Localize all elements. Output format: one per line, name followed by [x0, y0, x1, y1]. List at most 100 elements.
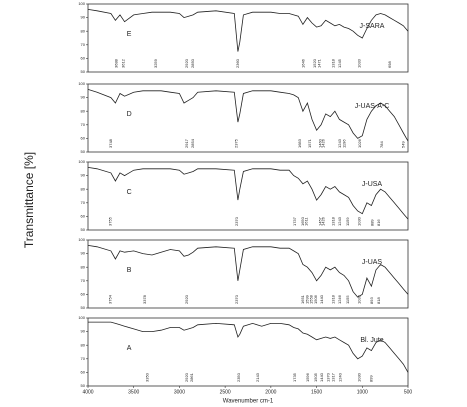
- peak-label: 1159: [345, 217, 350, 226]
- panel-frame: [87, 3, 409, 73]
- peak-label: 698: [387, 61, 392, 68]
- panel-letter: E: [127, 31, 132, 38]
- peak-label: 1457: [318, 216, 323, 226]
- peak-label: 2360: [235, 58, 240, 68]
- peak-label: 1245: [337, 58, 342, 68]
- panel-frame: [87, 317, 409, 387]
- x-tick-label: 3000: [174, 389, 185, 395]
- peak-label: 1471: [316, 58, 321, 68]
- x-tick-label: 500: [404, 389, 413, 395]
- peak-label: 1599: [305, 294, 310, 304]
- spectrum-line: [87, 9, 409, 52]
- y-tick-label: 70: [81, 42, 86, 47]
- peak-label: 2854: [190, 138, 195, 148]
- peak-label: 1646: [300, 58, 305, 68]
- peak-label: 2143: [255, 372, 260, 382]
- peak-label: 1318: [330, 294, 335, 304]
- panel-letter: B: [127, 267, 132, 274]
- peak-label: 1735: [292, 372, 297, 382]
- peak-label: 1506: [313, 294, 318, 304]
- y-tick-label: 100: [78, 315, 85, 320]
- peak-label: 1558: [308, 294, 313, 304]
- x-tick-label: 1000: [357, 389, 368, 395]
- peak-label: 3350: [144, 372, 149, 382]
- peak-label: 3378: [142, 294, 147, 304]
- peak-label: 1683: [297, 138, 302, 148]
- peak-label: 3755: [107, 216, 112, 226]
- peak-label: 2917: [184, 138, 189, 148]
- spectrum-line: [87, 89, 409, 142]
- spectrum-line: [87, 167, 409, 220]
- spectrum-line: [87, 245, 409, 298]
- y-tick-label: 90: [81, 251, 86, 256]
- peak-label: 1370: [326, 372, 331, 382]
- y-tick-label: 50: [81, 383, 86, 388]
- y-tick-label: 100: [78, 237, 85, 242]
- y-tick-label: 60: [81, 369, 86, 374]
- peak-label: 1030: [357, 216, 362, 226]
- panel-frame: [87, 239, 409, 309]
- y-tick-label: 100: [78, 159, 85, 164]
- panel-name: J-UAS-A-C: [355, 103, 390, 110]
- y-tick-label: 90: [81, 95, 86, 100]
- peak-label: 893: [369, 297, 374, 304]
- panel-name: Bl. Jute: [360, 337, 383, 344]
- peak-label: 1440: [319, 294, 324, 304]
- y-tick-label: 80: [81, 28, 86, 33]
- peak-label: 1243: [337, 138, 342, 148]
- peak-label: 1033: [356, 58, 361, 68]
- peak-label: 1651: [300, 294, 305, 304]
- y-tick-label: 90: [81, 173, 86, 178]
- peak-label: 1440: [319, 372, 324, 382]
- panel-letter: C: [127, 189, 132, 196]
- peak-label: 3748: [108, 138, 113, 148]
- peak-label: 816: [376, 219, 381, 226]
- y-tick-label: 90: [81, 329, 86, 334]
- panel-name: J-SARA: [360, 23, 385, 30]
- y-tick-label: 50: [81, 149, 86, 154]
- peak-label: 1520: [312, 58, 317, 68]
- peak-label: 899: [369, 375, 374, 382]
- peak-label: 1033: [356, 294, 361, 304]
- panel-letter: A: [127, 345, 132, 352]
- peak-label: 3688: [114, 58, 119, 68]
- y-tick-label: 70: [81, 356, 86, 361]
- y-tick-label: 60: [81, 55, 86, 60]
- peak-label: 1571: [307, 138, 312, 148]
- peak-label: 1243: [337, 216, 342, 226]
- y-tick-label: 100: [78, 1, 85, 6]
- y-axis-label: Transmittance [%]: [22, 152, 36, 248]
- x-tick-label: 1500: [311, 389, 322, 395]
- peak-label: 2350: [236, 372, 241, 382]
- spectrum-line: [88, 321, 409, 373]
- y-tick-label: 70: [81, 278, 86, 283]
- peak-label: 1426: [320, 138, 325, 148]
- peak-label: 1318: [330, 58, 335, 68]
- panel-name: J-USA: [362, 181, 383, 188]
- peak-label: 1596: [305, 372, 310, 382]
- y-tick-label: 60: [81, 135, 86, 140]
- peak-label: 1737: [292, 216, 297, 226]
- peak-label: 2375: [234, 138, 239, 148]
- y-tick-label: 80: [81, 342, 86, 347]
- peak-label: 818: [376, 297, 381, 304]
- y-tick-label: 50: [81, 69, 86, 74]
- panel-frame: [87, 83, 409, 153]
- peak-label: 2920: [184, 294, 189, 304]
- peak-label: 2370: [234, 294, 239, 304]
- peak-label: 549: [401, 141, 406, 148]
- panel-letter: D: [127, 111, 132, 118]
- peak-label: 2920: [184, 372, 189, 382]
- peak-label: 2850: [190, 58, 195, 68]
- y-tick-label: 70: [81, 200, 86, 205]
- peak-label: 1317: [330, 372, 335, 382]
- peak-label: 1030: [357, 372, 362, 382]
- y-tick-label: 60: [81, 291, 86, 296]
- y-tick-label: 70: [81, 122, 86, 127]
- y-tick-label: 80: [81, 108, 86, 113]
- y-tick-label: 90: [81, 15, 86, 20]
- peak-label: 1318: [330, 216, 335, 226]
- panel-name: J-UAS: [362, 259, 383, 266]
- panel-frame: [87, 161, 409, 231]
- y-tick-label: 60: [81, 213, 86, 218]
